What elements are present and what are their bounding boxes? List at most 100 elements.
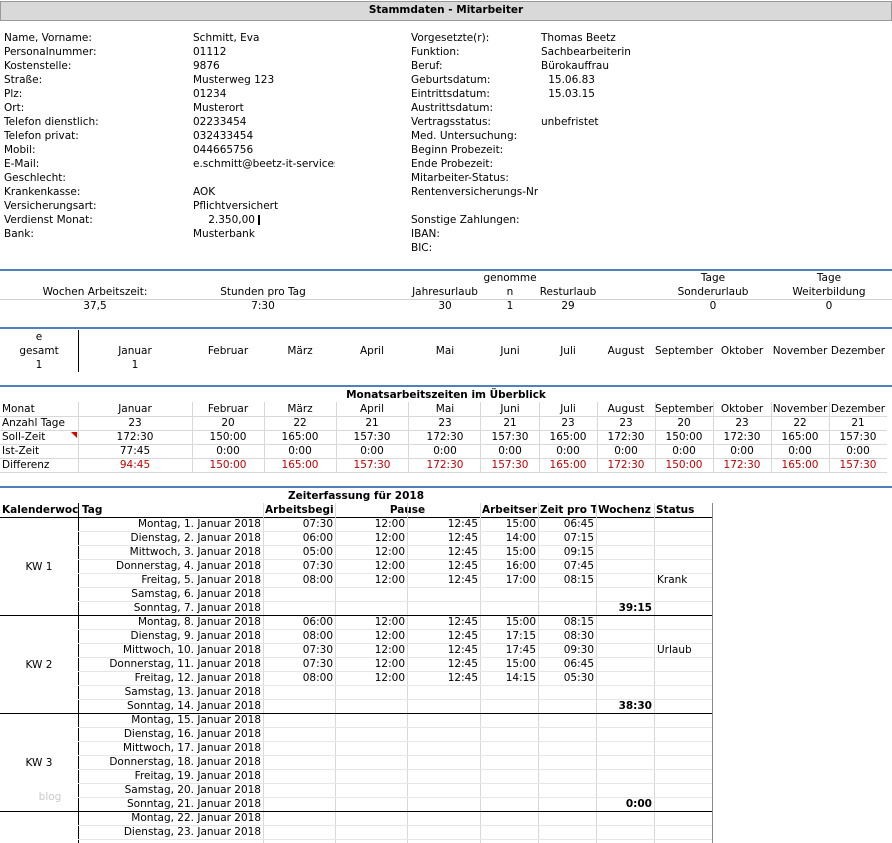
week-line xyxy=(0,713,712,714)
time-value: 17:00 xyxy=(505,574,536,586)
month-header: Mai xyxy=(435,403,455,415)
day-label: Freitag, 12. Januar 2018 xyxy=(134,672,261,684)
column-line xyxy=(712,503,713,843)
column-value: 0 xyxy=(709,300,717,312)
time-value: 12:00 xyxy=(374,630,405,642)
time-value: 15:00 xyxy=(505,658,536,670)
cell-value: 172:30 xyxy=(426,459,464,471)
week-line xyxy=(0,811,712,812)
field-label: Versicherungsart: xyxy=(4,200,97,212)
month-header: Dezember xyxy=(830,403,886,415)
column-line xyxy=(596,503,597,843)
column-header: genomme xyxy=(483,272,537,284)
cell-value: 0:00 xyxy=(788,445,812,457)
time-value: 15:00 xyxy=(505,518,536,530)
column-header: gesamt xyxy=(19,345,59,357)
time-value: 08:15 xyxy=(563,574,594,586)
cell-value: 165:00 xyxy=(549,431,587,443)
time-value: 12:45 xyxy=(447,630,478,642)
cell-value: 22 xyxy=(793,417,807,429)
field-label: Eintrittsdatum: xyxy=(411,88,490,100)
field-label: Verdienst Monat: xyxy=(4,214,93,226)
row-line xyxy=(78,657,712,658)
field-value: 15.06.83 xyxy=(548,74,595,86)
time-value: 05:30 xyxy=(563,672,594,684)
column-line xyxy=(408,402,409,472)
day-label: Samstag, 13. Januar 2018 xyxy=(124,686,261,698)
column-header: Sonderurlaub xyxy=(677,286,749,298)
time-value: 06:45 xyxy=(563,518,594,530)
column-header: e xyxy=(35,331,43,343)
month-header: März xyxy=(287,403,313,415)
column-value: 7:30 xyxy=(251,300,275,312)
field-value: AOK xyxy=(193,186,216,198)
time-value: 12:45 xyxy=(447,560,478,572)
day-label: Mittwoch, 17. Januar 2018 xyxy=(122,742,261,754)
time-value: 07:45 xyxy=(563,560,594,572)
column-line xyxy=(480,503,481,843)
cell-value: 172:30 xyxy=(607,459,645,471)
page-title: Stammdaten - Mitarbeiter xyxy=(368,4,524,16)
cell-value: 23 xyxy=(128,417,142,429)
row-line xyxy=(78,769,712,770)
field-value: 2.350,00 xyxy=(208,214,255,226)
time-value: 06:00 xyxy=(302,616,333,628)
field-label: Rentenversicherungs-Nr xyxy=(411,186,538,198)
field-value: Musterort xyxy=(193,102,244,114)
field-label: Telefon dienstlich: xyxy=(4,116,99,128)
time-value: 05:00 xyxy=(302,546,333,558)
week-label: KW 1 xyxy=(25,561,53,573)
row-line xyxy=(78,755,712,756)
row-label: Differenz xyxy=(2,459,50,471)
field-value: 01112 xyxy=(193,46,227,58)
field-value: Bürokauffrau xyxy=(541,60,609,72)
time-value: 16:00 xyxy=(505,560,536,572)
time-value: 07:15 xyxy=(563,532,594,544)
column-line xyxy=(78,503,79,843)
row-line xyxy=(78,559,712,560)
field-label: Bank: xyxy=(4,228,34,240)
status: Urlaub xyxy=(657,644,692,656)
time-value: 12:45 xyxy=(447,658,478,670)
row-line xyxy=(78,629,712,630)
cell-value: 165:00 xyxy=(549,459,587,471)
time-value: 06:00 xyxy=(302,532,333,544)
cell-value: 21 xyxy=(503,417,517,429)
time-value: 12:00 xyxy=(374,658,405,670)
column-header: Resturlaub xyxy=(539,286,597,298)
time-value: 08:00 xyxy=(302,630,333,642)
column-header: Wochenz xyxy=(598,504,651,516)
month-header: Februar xyxy=(207,345,249,357)
month-header: Februar xyxy=(207,403,249,415)
day-label: Montag, 8. Januar 2018 xyxy=(137,616,261,628)
time-value: 09:30 xyxy=(563,644,594,656)
column-line xyxy=(654,503,655,843)
time-value: 06:45 xyxy=(563,658,594,670)
day-label: Dienstag, 16. Januar 2018 xyxy=(123,728,261,740)
section-title: Monatsarbeitszeiten im Überblick xyxy=(346,389,546,401)
field-value: Sachbearbeiterin xyxy=(541,46,631,58)
column-value: 30 xyxy=(438,300,452,312)
column-header: Arbeitser xyxy=(482,504,538,516)
week-total: 39:15 xyxy=(618,602,652,614)
field-label: Vertragsstatus: xyxy=(411,116,491,128)
cell-value: 172:30 xyxy=(607,431,645,443)
row-line xyxy=(78,825,712,826)
cell-value: 23 xyxy=(735,417,749,429)
month-header: Januar xyxy=(118,403,152,415)
column-header: Jahresurlaub xyxy=(412,286,478,298)
field-label: Name, Vorname: xyxy=(4,32,92,44)
section-divider xyxy=(0,385,892,387)
field-label: Sonstige Zahlungen: xyxy=(411,214,520,226)
cell-value: 0:00 xyxy=(288,445,312,457)
day-label: Sonntag, 14. Januar 2018 xyxy=(127,700,261,712)
time-value: 12:45 xyxy=(447,546,478,558)
field-label: Geschlecht: xyxy=(4,172,66,184)
column-line xyxy=(407,503,408,843)
row-line xyxy=(0,458,887,459)
cell-value: 150:00 xyxy=(665,431,703,443)
row-line xyxy=(0,472,887,473)
column-line xyxy=(655,402,656,472)
time-value: 12:00 xyxy=(374,672,405,684)
